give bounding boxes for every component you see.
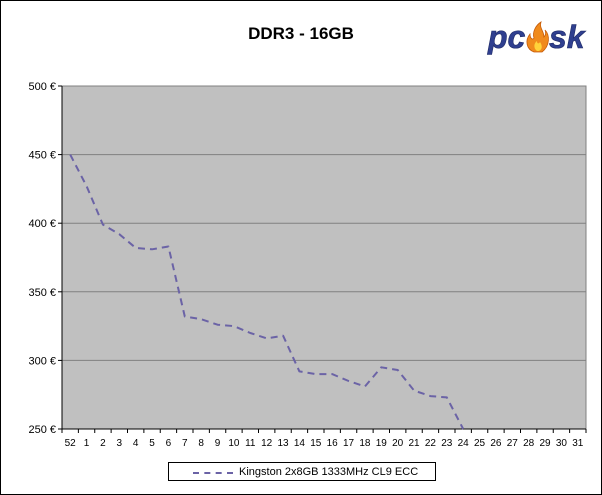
y-tick-label: 450 € [28, 150, 56, 162]
chart-title: DDR3 - 16GB [248, 24, 354, 43]
data-point [118, 233, 120, 235]
x-tick-label: 19 [376, 438, 388, 449]
data-point [315, 373, 317, 375]
data-point [265, 337, 267, 339]
x-tick-label: 12 [261, 438, 273, 449]
x-tick-label: 7 [182, 438, 188, 449]
x-tick-label: 6 [166, 438, 172, 449]
data-point [462, 428, 464, 430]
data-point [396, 369, 398, 371]
x-tick-label: 4 [133, 438, 139, 449]
x-tick-label: 9 [215, 438, 221, 449]
x-tick-label: 3 [117, 438, 123, 449]
x-tick-label: 18 [359, 438, 371, 449]
x-tick-label: 11 [245, 438, 256, 449]
data-point [184, 315, 186, 317]
data-point [282, 335, 284, 337]
x-tick-label: 14 [294, 438, 306, 449]
x-tick-label: 21 [409, 438, 421, 449]
y-tick-label: 350 € [28, 287, 56, 299]
x-tick-label: 10 [228, 438, 240, 449]
data-point [429, 395, 431, 397]
svg-text:pc: pc [487, 19, 526, 55]
data-point [151, 248, 153, 250]
y-tick-label: 300 € [28, 355, 56, 367]
data-point [380, 366, 382, 368]
x-tick-label: 52 [65, 438, 77, 449]
data-point [249, 332, 251, 334]
x-axis: 52 1 2 3 4 5 6 7 8 9 10 11 12 13 14 15 16 17 18 19 20 21 22 23 2… [61, 428, 587, 449]
x-tick-label: 27 [507, 438, 519, 449]
data-point [216, 324, 218, 326]
data-point [233, 325, 235, 327]
data-point [134, 247, 136, 249]
y-axis: 250 € 300 € 350 € 400 € 450 € 500 € [28, 81, 63, 436]
data-point [200, 318, 202, 320]
x-tick-label: 24 [458, 438, 470, 449]
x-tick-label: 13 [278, 438, 290, 449]
data-point [298, 370, 300, 372]
data-point [331, 373, 333, 375]
x-tick-label: 25 [474, 438, 486, 449]
x-tick-label: 26 [490, 438, 502, 449]
x-tick-label: 30 [556, 438, 568, 449]
x-tick-label: 23 [441, 438, 453, 449]
legend: Kingston 2x8GB 1333MHz CL9 ECC [168, 462, 436, 481]
x-tick-label: 17 [343, 438, 355, 449]
legend-label: Kingston 2x8GB 1333MHz CL9 ECC [239, 466, 419, 478]
flame-icon [526, 21, 549, 53]
data-point [85, 185, 87, 187]
x-tick-label: 8 [198, 438, 204, 449]
x-tick-label: 5 [149, 438, 155, 449]
pcosk-logo: pc sk [487, 19, 587, 56]
x-tick-label: 1 [84, 438, 90, 449]
x-tick-label: 22 [425, 438, 437, 449]
y-tick-label: 400 € [28, 218, 56, 230]
x-tick-label: 28 [523, 438, 535, 449]
data-point [167, 245, 169, 247]
y-tick-label: 500 € [28, 81, 56, 93]
data-point [102, 223, 104, 225]
legend-swatch [193, 472, 233, 474]
data-point [69, 153, 71, 155]
x-tick-label: 2 [100, 438, 106, 449]
data-point [347, 380, 349, 382]
data-point [413, 389, 415, 391]
x-tick-label: 15 [310, 438, 322, 449]
x-tick-label: 29 [540, 438, 552, 449]
plot-area [61, 85, 587, 430]
data-point [364, 385, 366, 387]
x-tick-label: 16 [327, 438, 339, 449]
data-point [446, 396, 448, 398]
y-tick-label: 250 € [28, 424, 56, 436]
series-layer [69, 153, 465, 430]
x-tick-label: 31 [572, 438, 584, 449]
x-tick-label: 20 [392, 438, 404, 449]
svg-text:sk: sk [549, 19, 587, 55]
series-line [69, 154, 465, 430]
